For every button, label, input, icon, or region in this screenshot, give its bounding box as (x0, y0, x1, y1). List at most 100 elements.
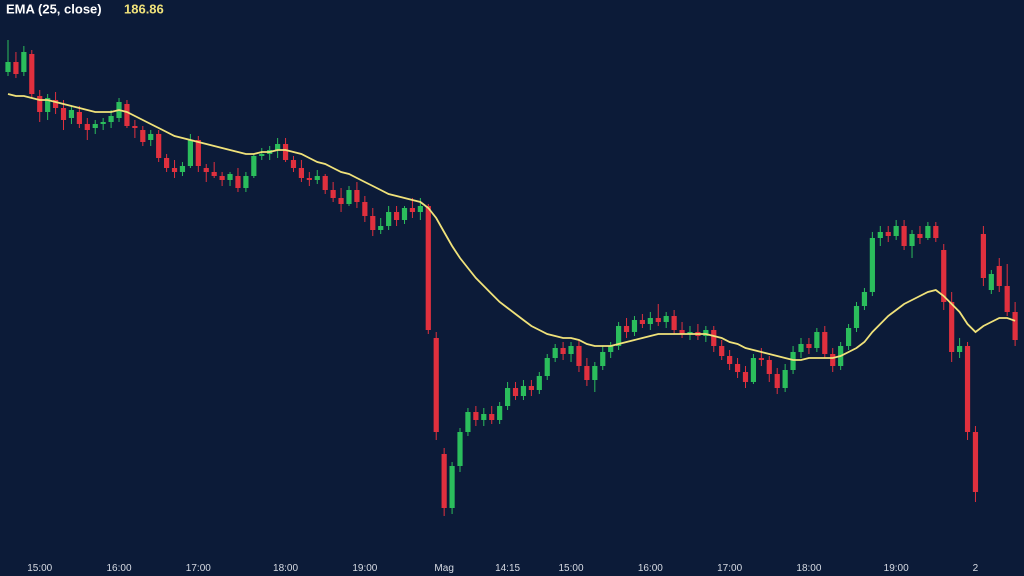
indicator-name: EMA (25, close) (6, 1, 102, 16)
candle-body (552, 348, 558, 358)
candle-body (711, 330, 717, 346)
candle-body (766, 360, 772, 374)
candle-body (917, 234, 923, 238)
candle-body (76, 112, 82, 124)
candle-body (140, 130, 146, 142)
candle-body (227, 174, 233, 180)
candle-body (370, 216, 376, 230)
candle-body (893, 226, 899, 236)
plot-area (5, 40, 1018, 516)
indicator-value: 186.86 (124, 1, 164, 16)
x-tick-label: 18:00 (273, 563, 298, 574)
candle-body (1004, 286, 1010, 312)
candle-body (877, 232, 883, 238)
candle-body (425, 206, 431, 330)
candle-body (417, 206, 423, 212)
candle-body (378, 226, 384, 230)
x-tick-label: Mag (434, 563, 453, 574)
candle-body (481, 414, 487, 420)
candle-body (219, 176, 225, 180)
candle-body (52, 100, 59, 108)
candle-body (354, 190, 360, 202)
candle-body (473, 412, 479, 420)
candle-body (338, 198, 344, 204)
candle-body (108, 116, 114, 122)
x-tick-label: 16:00 (107, 563, 132, 574)
candle-body (29, 54, 35, 94)
x-tick-label: 14:15 (495, 563, 520, 574)
candle-body (719, 346, 725, 356)
candle-body (568, 346, 574, 354)
x-tick-label: 15:00 (27, 563, 52, 574)
candle-body (401, 208, 408, 220)
candle-body (346, 190, 352, 204)
candle-body (790, 352, 796, 370)
candle-body (996, 266, 1002, 286)
candle-body (806, 344, 812, 348)
candle-body (132, 126, 138, 128)
candle-body (187, 140, 193, 166)
candle-body (703, 330, 709, 336)
candle-body (37, 96, 43, 112)
candle-body (727, 356, 733, 364)
candle-body (171, 168, 178, 172)
candle-body (243, 176, 249, 188)
candle-body (750, 358, 757, 382)
candle-body (798, 344, 804, 352)
candle-body (774, 374, 780, 388)
candle-body (814, 332, 820, 348)
candle-body (608, 346, 614, 352)
candle-body (306, 178, 312, 180)
ema-line (7, 93, 1016, 361)
candle-body (275, 144, 281, 150)
candle-body (512, 388, 519, 396)
candle-body (528, 386, 534, 390)
candle-body (203, 168, 209, 172)
candle-body (504, 388, 511, 406)
candle-body (5, 62, 11, 72)
candle-body (941, 250, 947, 302)
candle-body (489, 414, 495, 420)
candle-body (925, 226, 931, 238)
candle-body (330, 190, 336, 198)
candle-body (164, 158, 170, 168)
candle-body (179, 166, 186, 172)
candle-body (663, 316, 669, 322)
candle-body (687, 332, 693, 334)
candle-body (520, 386, 527, 396)
candle-body (631, 320, 638, 332)
candle-body (782, 370, 788, 388)
candle-body (964, 346, 971, 432)
candle-body (21, 52, 27, 72)
candle-body (386, 212, 392, 226)
candle-body (298, 168, 305, 178)
candle-body (957, 346, 963, 352)
candle-body (457, 432, 463, 466)
candle-body (742, 372, 749, 382)
candle-body (758, 358, 764, 360)
candle-body (68, 110, 75, 118)
candle-body (235, 176, 241, 188)
candle-body (251, 156, 257, 176)
candle-body (497, 406, 503, 420)
candle-body (560, 348, 566, 354)
candle-body (60, 108, 67, 120)
candle-body (409, 208, 416, 212)
x-tick-label: 2 (973, 563, 979, 574)
candle-body (616, 326, 622, 346)
candle-body (980, 234, 986, 278)
candle-body (433, 338, 439, 432)
candle-body (600, 352, 606, 366)
candle-body (1012, 312, 1018, 340)
candle-body (290, 160, 297, 168)
candle-body (853, 306, 860, 328)
candle-body (536, 376, 542, 390)
candle-body (830, 354, 836, 366)
candle-body (949, 302, 955, 352)
candle-body (84, 124, 90, 130)
candle-body (576, 346, 582, 366)
candle-body (100, 122, 106, 124)
candle-body (592, 366, 598, 380)
